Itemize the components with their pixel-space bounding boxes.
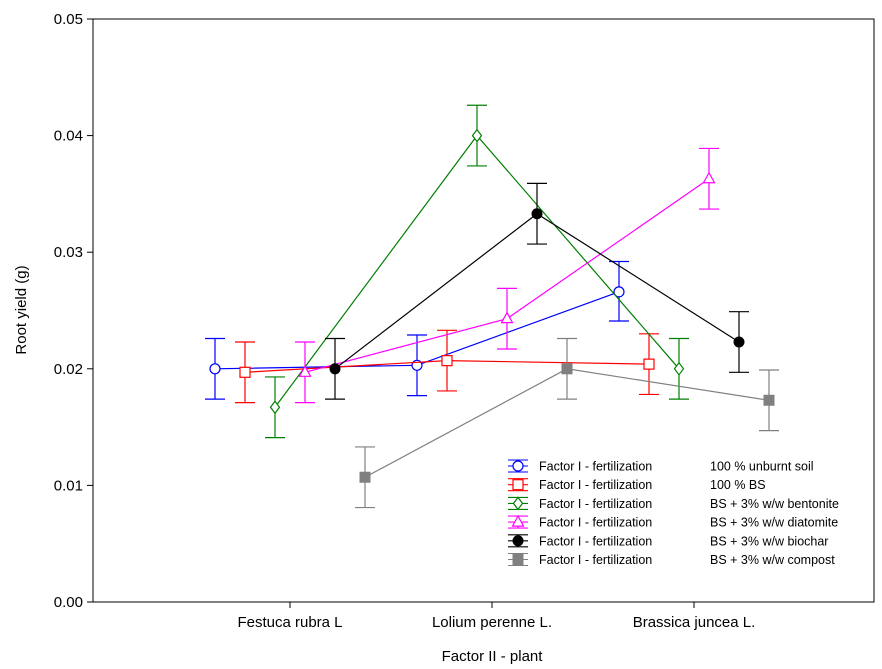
legend-box — [503, 454, 865, 576]
series-1-point-1 — [441, 355, 453, 367]
y-tick-label-4: 0.04 — [54, 128, 83, 145]
legend-level-2: BS + 3% w/w bentonite — [710, 497, 839, 511]
axes: 0.00 0.01 0.02 0.03 0.04 0.05 Festuca rubra L L… — [54, 11, 755, 631]
legend-marker-5 — [512, 554, 524, 565]
legend-marker-0 — [512, 460, 524, 472]
series-5-point-1 — [561, 363, 573, 375]
y-tick-label-1: 0.01 — [54, 477, 83, 494]
legend-marker-1 — [512, 479, 524, 491]
legend-level-0: 100 % unburnt soil — [710, 460, 814, 474]
legend-factor-1: Factor I - fertilization — [539, 478, 652, 492]
series-5 — [355, 337, 779, 509]
legend-factor-4: Factor I - fertilization — [539, 534, 652, 548]
series-3-point-1 — [500, 311, 514, 324]
plot-frame — [92, 18, 875, 603]
series-5-point-2 — [763, 394, 775, 406]
series-0-point-2 — [613, 286, 625, 298]
legend-level-4: BS + 3% w/w biochar — [710, 534, 828, 548]
x-axis-label: Factor II - plant — [442, 648, 544, 665]
x-tick-label-2: Brassica juncea L. — [633, 614, 756, 631]
legend-factor-3: Factor I - fertilization — [539, 516, 652, 530]
series-1-point-2 — [643, 358, 655, 370]
y-axis-label: Root yield (g) — [13, 265, 30, 354]
x-tick-label-0: Festuca rubra L — [237, 614, 342, 631]
legend-factor-2: Factor I - fertilization — [539, 497, 652, 511]
legend-marker-4 — [512, 535, 524, 547]
legend-level-1: 100 % BS — [710, 478, 766, 492]
series-0 — [205, 260, 629, 400]
series-5-point-0 — [359, 471, 371, 483]
series-4-point-0 — [329, 363, 341, 375]
series-1 — [235, 329, 659, 404]
series-layer — [205, 104, 779, 509]
series-2-point-2 — [673, 361, 685, 376]
y-tick-label-5: 0.05 — [54, 11, 83, 28]
series-0-point-0 — [209, 363, 221, 375]
series-4-point-2 — [733, 336, 745, 348]
series-2-point-1 — [471, 128, 483, 143]
series-2-point-0 — [269, 400, 281, 415]
y-tick-label-0: 0.00 — [54, 594, 83, 611]
series-4 — [325, 182, 749, 400]
series-2 — [265, 104, 689, 439]
series-4-point-1 — [531, 208, 543, 220]
x-tick-label-1: Lolium perenne L. — [432, 614, 552, 631]
y-tick-label-3: 0.03 — [54, 244, 83, 261]
series-3-point-2 — [702, 171, 716, 184]
series-3 — [295, 147, 719, 404]
legend-level-3: BS + 3% w/w diatomite — [710, 516, 838, 530]
legend-level-5: BS + 3% w/w compost — [710, 553, 835, 567]
series-3-point-0 — [298, 365, 312, 377]
legend-factor-5: Factor I - fertilization — [539, 553, 652, 567]
legend-factor-0: Factor I - fertilization — [539, 460, 652, 474]
legend-marker-3 — [511, 514, 525, 527]
y-tick-label-2: 0.02 — [54, 361, 83, 378]
legend: Factor I - fertilization 100 % unburnt so… — [503, 454, 865, 576]
legend-marker-2 — [512, 496, 524, 511]
series-1-point-0 — [239, 366, 251, 378]
